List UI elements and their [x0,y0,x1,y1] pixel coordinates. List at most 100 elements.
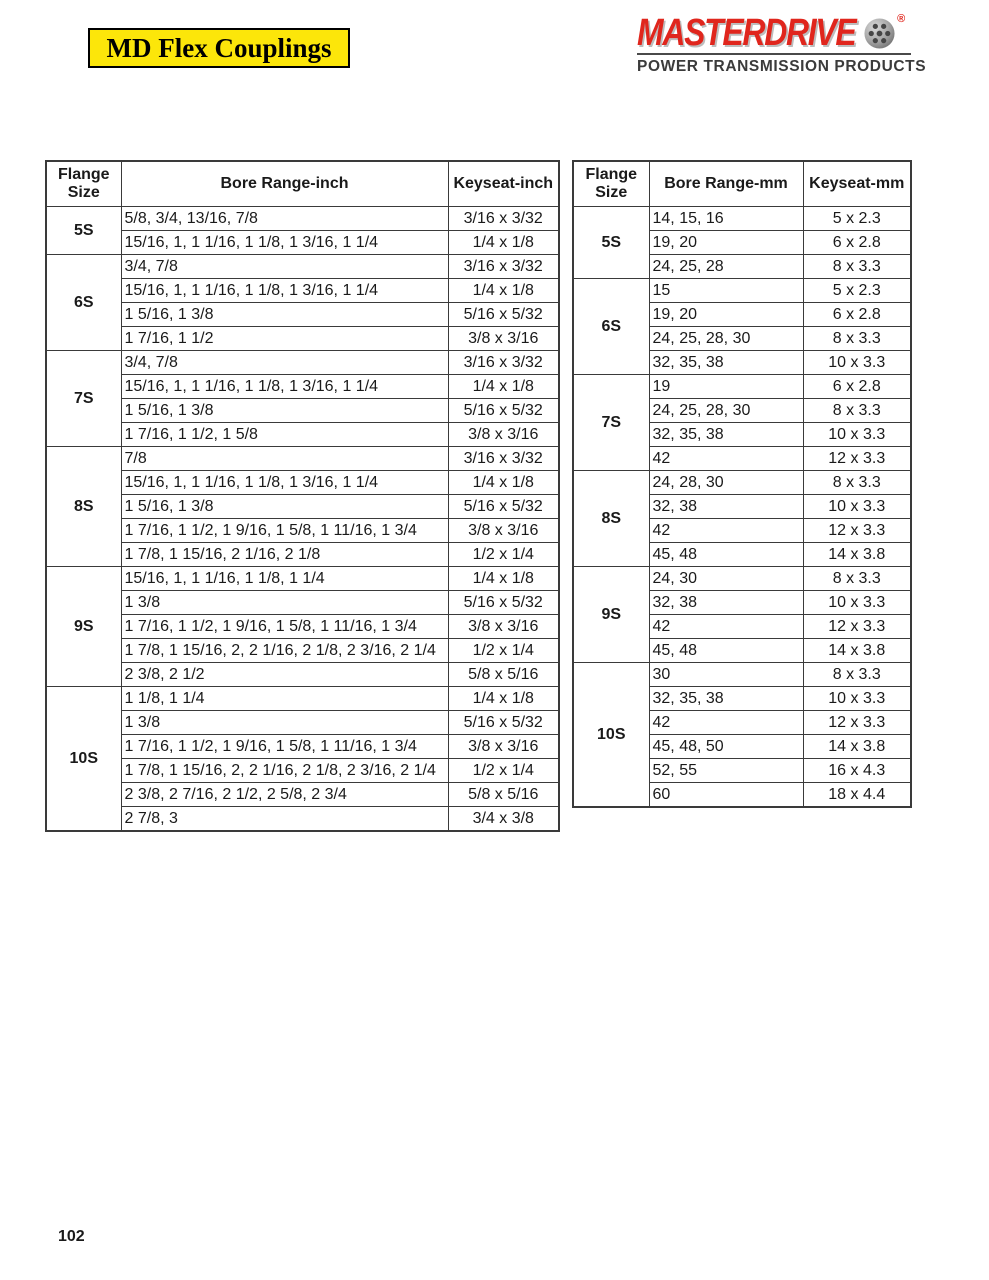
bore-range-cell: 60 [648,782,804,808]
bore-range-cell: 52, 55 [648,758,804,783]
keyseat-cell: 1/4 x 1/8 [447,230,560,255]
column-header: Keyseat-inch [447,160,560,207]
registered-trademark-mark: ® [897,13,906,25]
keyseat-cell: 12 x 3.3 [802,614,912,639]
bore-range-cell: 15/16, 1, 1 1/16, 1 1/8, 1 3/16, 1 1/4 [120,374,449,399]
flange-size-cell: 9S [572,566,650,663]
keyseat-cell: 1/4 x 1/8 [447,374,560,399]
table-row: 32, 38 10 x 3.3 [573,494,912,519]
bore-range-cell: 1 3/8 [120,710,449,735]
keyseat-cell: 12 x 3.3 [802,446,912,471]
table-row: 9S 15/16, 1, 1 1/16, 1 1/8, 1 1/4 1/4 x 1/… [45,566,560,687]
page-title-banner: MD Flex Couplings [88,28,350,68]
keyseat-cell: 8 x 3.3 [802,566,912,591]
bore-range-cell: 1 5/16, 1 3/8 [120,302,449,327]
keyseat-cell: 3/8 x 3/16 [447,614,560,639]
table-row: 1 5/16, 1 3/8 5/16 x 5/32 [46,494,560,519]
keyseat-cell: 14 x 3.8 [802,542,912,567]
table-header-row: Flange Size Bore Range-mm Keyseat-mm [572,160,912,207]
header-row: Flange Size Bore Range-mm Keyseat-mm [572,160,912,207]
keyseat-cell: 3/16 x 3/32 [447,350,560,375]
bore-range-cell: 45, 48, 50 [648,734,804,759]
table-row: 10S 1 1/8, 1 1/4 1/4 x 1/8 [45,686,560,832]
table-row: 1 5/16, 1 3/8 5/16 x 5/32 [46,302,560,327]
page-number: 102 [58,1228,85,1245]
table-row: 7S 19 6 x 2.8 [572,374,912,471]
logo-divider [637,53,911,55]
bore-range-cell: 45, 48 [648,542,804,567]
keyseat-cell: 1/4 x 1/8 [447,278,560,303]
keyseat-cell: 10 x 3.3 [802,494,912,519]
table-row: 2 3/8, 2 7/16, 2 1/2, 2 5/8, 2 3/4 5/8 x … [46,782,560,807]
keyseat-cell: 10 x 3.3 [802,422,912,447]
bore-range-cell: 3/4, 7/8 [120,254,449,279]
bore-range-cell: 1 7/16, 1 1/2, 1 9/16, 1 5/8, 1 11/16, 1… [120,518,449,543]
bore-range-cell: 32, 35, 38 [648,350,804,375]
flange-size-cell: 10S [45,686,122,832]
bore-keyseat-table-mm: Flange Size Bore Range-mm Keyseat-mm 5S 14,… [572,160,912,808]
bore-range-cell: 15/16, 1, 1 1/16, 1 1/8, 1 3/16, 1 1/4 [120,278,449,303]
table-row: 10S 30 8 x 3.3 [572,662,912,808]
keyseat-cell: 12 x 3.3 [802,518,912,543]
keyseat-cell: 3/8 x 3/16 [447,518,560,543]
table-row: 42 12 x 3.3 [573,614,912,639]
keyseat-cell: 3/16 x 3/32 [447,446,560,471]
bore-range-cell: 45, 48 [648,638,804,663]
bore-range-cell: 15/16, 1, 1 1/16, 1 1/8, 1 1/4 [120,566,449,591]
keyseat-cell: 5/16 x 5/32 [447,710,560,735]
table-row: 45, 48 14 x 3.8 [573,638,912,663]
table-row: 9S 24, 30 8 x 3.3 [572,566,912,663]
keyseat-cell: 10 x 3.3 [802,590,912,615]
keyseat-cell: 3/8 x 3/16 [447,734,560,759]
keyseat-cell: 16 x 4.3 [802,758,912,783]
bore-range-cell: 1 7/8, 1 15/16, 2, 2 1/16, 2 1/8, 2 3/16… [120,758,449,783]
bore-range-cell: 30 [648,662,804,687]
keyseat-cell: 14 x 3.8 [802,638,912,663]
keyseat-cell: 5 x 2.3 [802,206,912,231]
bore-range-cell: 7/8 [120,446,449,471]
table-row: 8S 7/8 3/16 x 3/32 [45,446,560,567]
keyseat-cell: 12 x 3.3 [802,710,912,735]
bore-keyseat-table-inch: Flange Size Bore Range-inch Keyseat-inch 5… [45,160,560,832]
table-row: 8S 24, 28, 30 8 x 3.3 [572,470,912,567]
table-row: 60 18 x 4.4 [573,782,912,808]
bore-range-cell: 3/4, 7/8 [120,350,449,375]
bore-range-cell: 2 3/8, 2 1/2 [120,662,449,687]
bore-range-cell: 24, 25, 28 [648,254,804,279]
keyseat-cell: 5/16 x 5/32 [447,302,560,327]
table-row: 24, 25, 28 8 x 3.3 [573,254,912,279]
bore-range-cell: 32, 35, 38 [648,422,804,447]
bore-range-cell: 1 5/16, 1 3/8 [120,398,449,423]
bore-range-cell: 24, 30 [648,566,804,591]
keyseat-cell: 3/16 x 3/32 [447,206,560,231]
table-row: 1 3/8 5/16 x 5/32 [46,590,560,615]
bore-range-cell: 14, 15, 16 [648,206,804,231]
keyseat-cell: 8 x 3.3 [802,254,912,279]
table-row: 1 7/16, 1 1/2, 1 5/8 3/8 x 3/16 [46,422,560,447]
bore-range-cell: 24, 25, 28, 30 [648,326,804,351]
table-row: 6S 3/4, 7/8 3/16 x 3/32 [45,254,560,351]
bore-range-cell: 19 [648,374,804,399]
column-header: Bore Range-inch [120,160,449,207]
keyseat-cell: 1/2 x 1/4 [447,542,560,567]
bore-range-cell: 42 [648,446,804,471]
header-row: Flange Size Bore Range-inch Keyseat-inch [45,160,560,207]
bore-range-cell: 1 7/16, 1 1/2, 1 9/16, 1 5/8, 1 11/16, 1… [120,734,449,759]
logo-brand-row: MASTERDRIVE ® [637,12,911,54]
table-row: 6S 15 5 x 2.3 [572,278,912,375]
table-row: 52, 55 16 x 4.3 [573,758,912,783]
table-row: 45, 48, 50 14 x 3.8 [573,734,912,759]
flange-size-cell: 10S [572,662,650,808]
bore-range-cell: 1 7/16, 1 1/2, 1 5/8 [120,422,449,447]
flange-size-cell: 5S [572,206,650,279]
keyseat-cell: 18 x 4.4 [802,782,912,808]
table-row: 42 12 x 3.3 [573,710,912,735]
bore-range-cell: 1 1/8, 1 1/4 [120,686,449,711]
table-row: 15/16, 1, 1 1/16, 1 1/8, 1 3/16, 1 1/4 1/… [46,278,560,303]
table-row: 5S 5/8, 3/4, 13/16, 7/8 3/16 x 3/32 [45,206,560,255]
keyseat-cell: 8 x 3.3 [802,662,912,687]
keyseat-cell: 1/4 x 1/8 [447,470,560,495]
table-row: 1 7/16, 1 1/2, 1 9/16, 1 5/8, 1 11/16, 1… [46,518,560,543]
bore-range-cell: 42 [648,614,804,639]
brand-wordmark: MASTERDRIVE [637,12,857,54]
